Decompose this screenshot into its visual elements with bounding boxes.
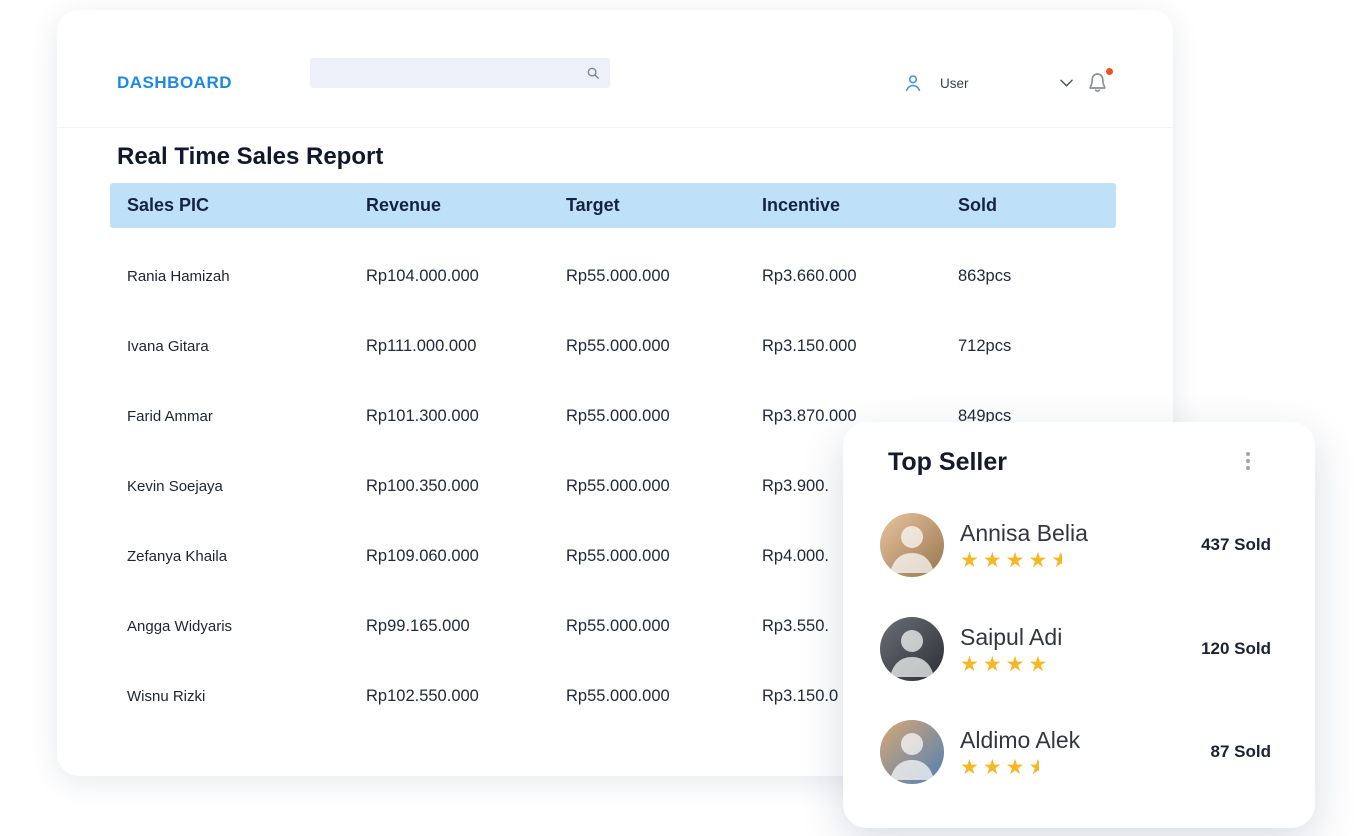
seller-sold-count: 87 Sold xyxy=(1210,742,1271,761)
table-row: Kevin Soejaya Rp100.350.000 Rp55.000.000… xyxy=(110,451,1116,521)
star-icon: ★ xyxy=(982,652,1002,676)
seller-sold-count: 120 Sold xyxy=(1201,639,1271,658)
star-icon: ★ xyxy=(1005,652,1025,676)
top-seller-item: Aldimo Alek ★ ★ ★ ★ 87 Sold xyxy=(880,717,1271,787)
star-icon: ★ xyxy=(960,652,979,676)
cell-incentive: Rp3.150.0 xyxy=(762,686,839,705)
cell-sales-pic: Rania Hamizah xyxy=(127,267,230,285)
table-header-row: Sales PIC Revenue Target Incentive Sold xyxy=(110,183,1116,228)
search-input[interactable] xyxy=(310,65,586,81)
notification-button[interactable] xyxy=(1087,68,1113,97)
column-header-sales-pic: Sales PIC xyxy=(127,195,210,215)
seller-name: Annisa Belia xyxy=(960,519,1088,546)
top-seller-item: Saipul Adi ★ ★ ★ ★ 120 Sold xyxy=(880,614,1271,684)
cell-sales-pic: Wisnu Rizki xyxy=(127,687,206,705)
user-label: User xyxy=(940,75,969,91)
seller-info: Aldimo Alek ★ ★ ★ ★ xyxy=(960,726,1080,779)
star-rating: ★ ★ ★ ★ xyxy=(960,652,1062,676)
page-title: Real Time Sales Report xyxy=(117,143,384,170)
column-header-target: Target xyxy=(566,195,620,215)
star-rating: ★ ★ ★ ★ xyxy=(960,755,1080,779)
avatar xyxy=(880,720,944,784)
search-bar xyxy=(310,58,610,88)
user-menu[interactable]: User xyxy=(902,66,1073,100)
cell-sold: 712pcs xyxy=(958,336,1012,355)
cell-incentive: Rp3.550. xyxy=(762,616,829,635)
cell-revenue: Rp104.000.000 xyxy=(366,266,479,285)
table-row: Ivana Gitara Rp111.000.000 Rp55.000.000 … xyxy=(110,311,1116,381)
star-icon: ★ xyxy=(982,548,1002,572)
star-icon: ★ xyxy=(982,755,1002,779)
star-icon: ★ xyxy=(1028,548,1048,572)
cell-sales-pic: Zefanya Khaila xyxy=(127,547,228,565)
top-seller-title: Top Seller xyxy=(888,448,1008,476)
cell-sales-pic: Angga Widyaris xyxy=(127,617,233,635)
notification-dot xyxy=(1106,68,1113,75)
cell-incentive: Rp3.870.000 xyxy=(762,406,857,425)
cell-incentive: Rp4.000. xyxy=(762,546,829,565)
star-icon: ★ xyxy=(1005,548,1025,572)
cell-incentive: Rp3.900. xyxy=(762,476,829,495)
cell-incentive: Rp3.150.000 xyxy=(762,336,857,355)
chevron-down-icon xyxy=(1059,79,1073,87)
top-seller-card: Top Seller Annisa Belia ★ ★ ★ ★ ★ 437 Sold S… xyxy=(843,422,1315,828)
search-icon[interactable] xyxy=(586,66,600,80)
seller-info: Annisa Belia ★ ★ ★ ★ ★ xyxy=(960,519,1088,572)
table-row: Farid Ammar Rp101.300.000 Rp55.000.000 R… xyxy=(110,381,1116,451)
cell-sold: 849pcs xyxy=(958,406,1012,425)
top-seller-list: Annisa Belia ★ ★ ★ ★ ★ 437 Sold Saipul Adi ★… xyxy=(843,422,1315,828)
cell-target: Rp55.000.000 xyxy=(566,336,670,355)
column-header-sold: Sold xyxy=(958,195,997,215)
cell-target: Rp55.000.000 xyxy=(566,406,670,425)
cell-revenue: Rp109.060.000 xyxy=(366,546,479,565)
cell-revenue: Rp99.165.000 xyxy=(366,616,470,635)
avatar xyxy=(880,617,944,681)
cell-revenue: Rp100.350.000 xyxy=(366,476,479,495)
cell-sales-pic: Farid Ammar xyxy=(127,407,213,425)
table-row: Rania Hamizah Rp104.000.000 Rp55.000.000… xyxy=(110,241,1116,311)
cell-incentive: Rp3.660.000 xyxy=(762,266,857,285)
table-row: Zefanya Khaila Rp109.060.000 Rp55.000.00… xyxy=(110,521,1116,591)
cell-revenue: Rp102.550.000 xyxy=(366,686,479,705)
user-icon xyxy=(902,72,924,94)
brand-title: DASHBOARD xyxy=(117,73,232,92)
cell-revenue: Rp111.000.000 xyxy=(366,336,477,355)
star-rating: ★ ★ ★ ★ ★ xyxy=(960,548,1088,572)
cell-target: Rp55.000.000 xyxy=(566,266,670,285)
seller-name: Saipul Adi xyxy=(960,623,1063,650)
cell-sales-pic: Kevin Soejaya xyxy=(127,477,223,495)
table-body: Rania Hamizah Rp104.000.000 Rp55.000.000… xyxy=(110,228,1116,731)
topbar: DASHBOARD User xyxy=(57,10,1173,128)
cell-sales-pic: Ivana Gitara xyxy=(127,337,209,355)
column-header-revenue: Revenue xyxy=(366,195,442,215)
top-seller-item: Annisa Belia ★ ★ ★ ★ ★ 437 Sold xyxy=(880,510,1271,580)
seller-sold-count: 437 Sold xyxy=(1201,535,1271,554)
seller-name: Aldimo Alek xyxy=(960,726,1081,753)
star-half-icon: ★ xyxy=(1051,549,1063,572)
star-icon: ★ xyxy=(1028,652,1048,676)
cell-target: Rp55.000.000 xyxy=(566,686,670,705)
table-row: Wisnu Rizki Rp102.550.000 Rp55.000.000 R… xyxy=(110,661,1116,731)
star-icon: ★ xyxy=(960,755,979,779)
cell-target: Rp55.000.000 xyxy=(566,476,670,495)
sales-table: Sales PIC Revenue Target Incentive Sold … xyxy=(110,183,1116,731)
cell-target: Rp55.000.000 xyxy=(566,616,670,635)
cell-target: Rp55.000.000 xyxy=(566,546,670,565)
kebab-menu-icon[interactable] xyxy=(1241,450,1255,472)
star-icon: ★ xyxy=(1005,755,1025,779)
star-icon: ★ xyxy=(960,548,979,572)
column-header-incentive: Incentive xyxy=(762,195,841,215)
avatar xyxy=(880,513,944,577)
table-row: Angga Widyaris Rp99.165.000 Rp55.000.000… xyxy=(110,591,1116,661)
dashboard-card: DASHBOARD User xyxy=(57,10,1173,776)
cell-revenue: Rp101.300.000 xyxy=(366,406,479,425)
seller-info: Saipul Adi ★ ★ ★ ★ xyxy=(960,623,1062,676)
cell-sold: 863pcs xyxy=(958,266,1012,285)
bell-icon xyxy=(1087,73,1108,97)
star-half-icon: ★ xyxy=(1028,756,1040,779)
